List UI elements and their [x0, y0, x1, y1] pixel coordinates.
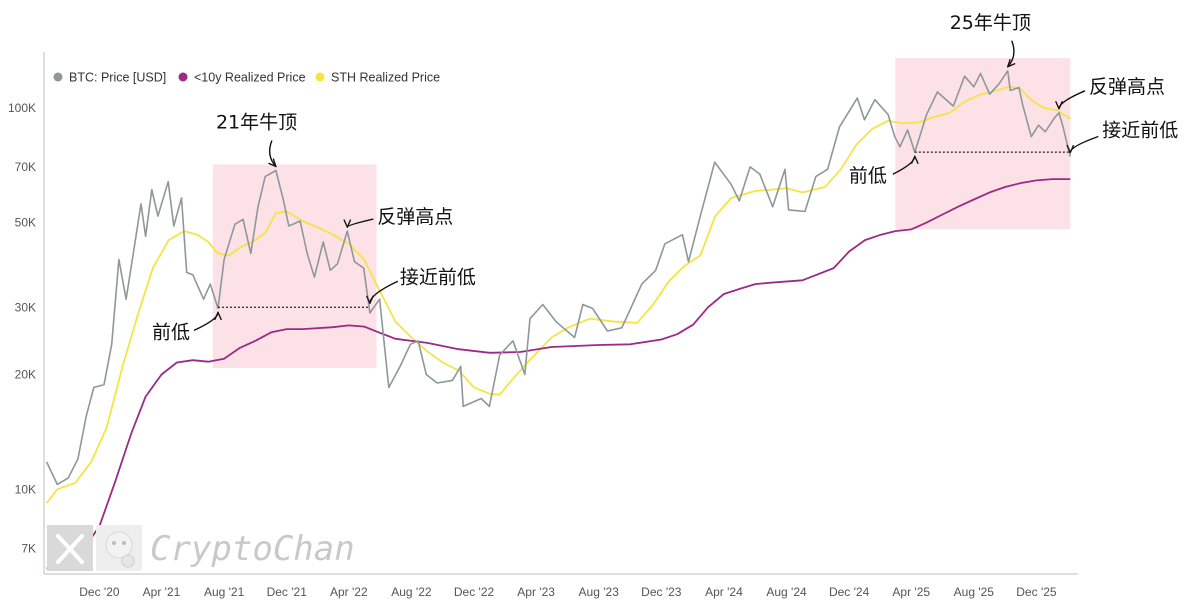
annotation-arrow-6	[1059, 90, 1086, 109]
annotation-arrow-4	[193, 312, 218, 332]
legend-marker-2	[315, 72, 325, 82]
x-tick-label-4: Apr '22	[330, 585, 368, 599]
x-tick-label-7: Apr '23	[517, 585, 555, 599]
watermark: CryptoChan	[47, 525, 355, 571]
y-tick-label-5: 70K	[15, 160, 36, 174]
annotation-label-5: 25年牛顶	[950, 12, 1031, 34]
highlight-regions	[212, 58, 1071, 368]
annotation-label-1: 21年牛顶	[216, 111, 297, 133]
annotation-label-2: 反弹高点	[377, 206, 453, 228]
annotation-arrow-8	[892, 156, 915, 175]
x-tick-label-3: Dec '21	[267, 585, 308, 599]
y-tick-label-1: 10K	[15, 482, 36, 496]
annotation-arrow-5	[1008, 40, 1014, 67]
legend-label-1: <10y Realized Price	[194, 71, 306, 85]
x-tick-label-6: Dec '22	[454, 585, 495, 599]
annotation-label-3: 接近前低	[400, 266, 476, 288]
axes	[43, 52, 1078, 575]
x-tick-label-8: Aug '23	[579, 585, 620, 599]
x-tick-label-11: Aug '24	[766, 585, 807, 599]
avatar-icon	[96, 525, 142, 571]
x-tick-label-2: Aug '21	[204, 585, 245, 599]
y-tick-label-0: 7K	[21, 541, 36, 555]
legend-label-0: BTC: Price [USD]	[69, 71, 166, 85]
x-tick-label-10: Apr '24	[705, 585, 743, 599]
highlight-region-2	[895, 58, 1071, 230]
annotation-arrow-3	[370, 280, 399, 303]
annotation-arrow-1	[270, 140, 276, 167]
y-tick-label-6: 100K	[8, 101, 36, 115]
x-tick-label-14: Aug '25	[954, 585, 995, 599]
series-line-2	[45, 85, 1071, 504]
series-line-0	[45, 70, 1072, 486]
legend-marker-1	[178, 72, 188, 82]
x-logo-glyph	[56, 534, 84, 564]
legend: BTC: Price [USD] <10y Realized Price STH R…	[53, 71, 440, 85]
y-tick-label-4: 50K	[15, 216, 36, 230]
annotation-label-8: 前低	[849, 165, 887, 187]
annotation-arrow-2	[347, 218, 374, 227]
legend-label-2: STH Realized Price	[331, 71, 440, 85]
x-tick-labels: Dec '20 Apr '21 Aug '21 Dec '21 Apr '22 Aug '…	[79, 585, 1057, 599]
series-line-1	[46, 178, 1071, 570]
x-tick-label-12: Dec '24	[829, 585, 870, 599]
x-tick-label-5: Aug '22	[391, 585, 432, 599]
annotation-label-4: 前低	[152, 321, 190, 343]
x-tick-label-0: Dec '20	[79, 585, 120, 599]
watermark-text: CryptoChan	[150, 529, 355, 569]
y-tick-label-2: 20K	[15, 367, 36, 381]
support-lines	[217, 151, 1071, 308]
annotation-label-7: 接近前低	[1102, 120, 1178, 142]
annotation-label-6: 反弹高点	[1089, 76, 1165, 98]
annotation-arrow-7	[1070, 135, 1099, 153]
x-tick-label-1: Apr '21	[143, 585, 181, 599]
legend-marker-0	[53, 72, 63, 82]
x-tick-label-15: Dec '25	[1016, 585, 1057, 599]
x-tick-label-9: Dec '23	[641, 585, 682, 599]
x-tick-label-13: Apr '25	[892, 585, 930, 599]
y-tick-label-3: 30K	[15, 300, 36, 314]
series-lines	[45, 70, 1072, 570]
y-tick-labels: 7K 10K 20K 30K 50K 70K 100K	[8, 101, 36, 556]
highlight-region-1	[212, 164, 377, 368]
